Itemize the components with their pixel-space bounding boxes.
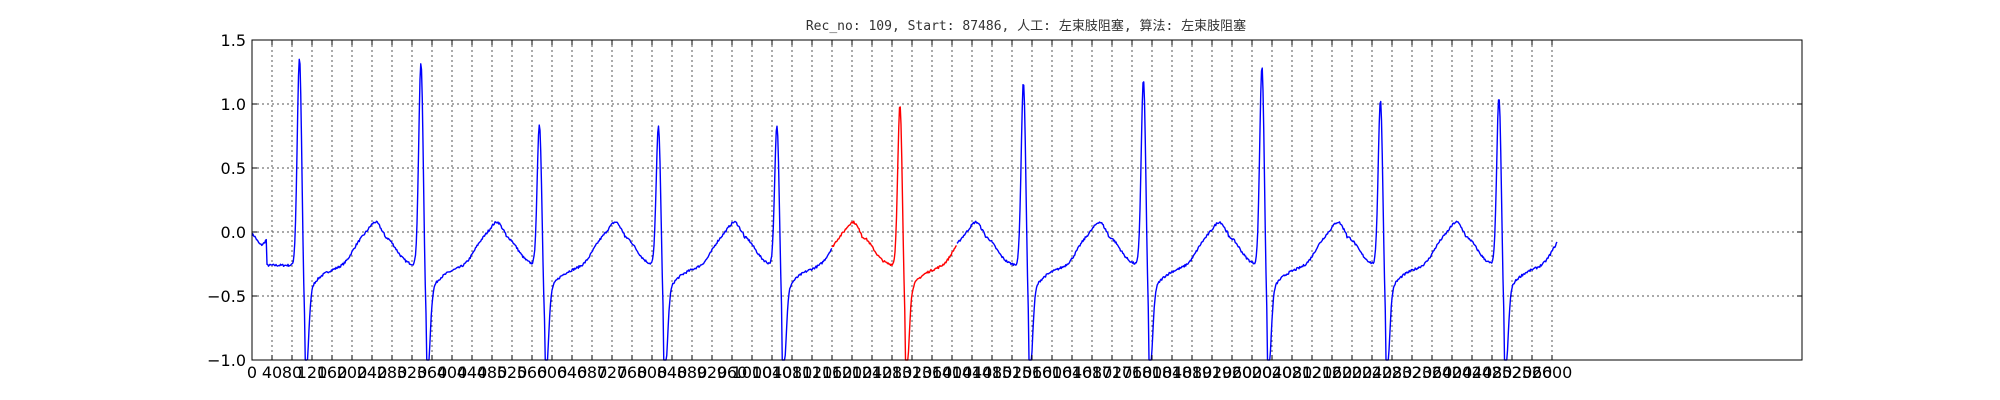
y-tick-label: 1.5 [221, 31, 246, 50]
x-tick-label: 1160 [812, 363, 853, 382]
x-tick-label: 280 [377, 363, 408, 382]
x-tick-label: 120 [297, 363, 328, 382]
x-tick-label: 840 [657, 363, 688, 382]
x-tick-label: 1400 [932, 363, 973, 382]
x-tick-label: 2600 [1532, 363, 1573, 382]
x-tick-label: 1640 [1052, 363, 1093, 382]
x-tick-label: 2560 [1512, 363, 1553, 382]
x-tick-label: 560 [517, 363, 548, 382]
x-tick-label: 2000 [1232, 363, 1273, 382]
axis-ticks: −1.0 −0.5 0.0 0.5 1.0 1.5 0 40 80120160200240280… [207, 31, 1802, 382]
y-tick-label: 1.0 [221, 95, 246, 114]
x-tick-label: 1040 [752, 363, 793, 382]
x-tick-label: 640 [557, 363, 588, 382]
x-tick-label: 1320 [892, 363, 933, 382]
x-tick-label: 1440 [952, 363, 993, 382]
ecg-segment-0 [251, 58, 833, 361]
y-tick-label: 0.5 [221, 159, 246, 178]
y-tick-label: −1.0 [207, 351, 246, 370]
x-tick-label: 2160 [1312, 363, 1353, 382]
x-tick-label: 40 [262, 363, 282, 382]
x-tick-label: 80 [282, 363, 302, 382]
ecg-segment-2 [956, 67, 1558, 361]
x-tick-label: 1240 [852, 363, 893, 382]
x-tick-label: 2440 [1452, 363, 1493, 382]
x-tick-label: 1520 [992, 363, 1033, 382]
x-tick-label: 400 [437, 363, 468, 382]
x-tick-label: 2120 [1292, 363, 1333, 382]
x-tick-label: 1480 [972, 363, 1013, 382]
x-tick-label: 1880 [1172, 363, 1213, 382]
x-tick-label: 2360 [1412, 363, 1453, 382]
x-tick-label: 1680 [1072, 363, 1113, 382]
x-tick-label: 240 [357, 363, 388, 382]
x-tick-label: 2320 [1392, 363, 1433, 382]
x-tick-label: 760 [617, 363, 648, 382]
y-tick-label: 0.0 [221, 223, 246, 242]
x-tick-label: 320 [397, 363, 428, 382]
plot-frame [251, 39, 1803, 361]
x-tick-label: 1200 [832, 363, 873, 382]
x-tick-label: 520 [497, 363, 528, 382]
x-tick-label: 2200 [1332, 363, 1373, 382]
x-tick-label: 800 [637, 363, 668, 382]
x-tick-label: 1920 [1192, 363, 1233, 382]
chart-title: Rec_no: 109, Start: 87486, 人工: 左束肢阻塞, 算法… [806, 18, 1246, 34]
x-tick-label: 200 [337, 363, 368, 382]
x-tick-label: 2400 [1432, 363, 1473, 382]
grid-layer [252, 40, 1802, 360]
x-tick-label: 680 [577, 363, 608, 382]
x-tick-label: 1760 [1112, 363, 1153, 382]
x-tick-label: 1960 [1212, 363, 1253, 382]
y-tick-label: −0.5 [207, 287, 246, 306]
x-tick-label: 960 [717, 363, 748, 382]
x-tick-label: 2080 [1272, 363, 1313, 382]
x-tick-label: 1720 [1092, 363, 1133, 382]
x-tick-label: 880 [677, 363, 708, 382]
x-tick-label: 1000 [732, 363, 773, 382]
x-tick-label: 360 [417, 363, 448, 382]
x-tick-label: 920 [697, 363, 728, 382]
ecg-segment-1 [831, 106, 958, 361]
x-tick-label: 2240 [1352, 363, 1393, 382]
x-tick-label: 440 [457, 363, 488, 382]
x-tick-label: 1080 [772, 363, 813, 382]
x-tick-label: 2280 [1372, 363, 1413, 382]
x-tick-label: 1560 [1012, 363, 1053, 382]
x-tick-label: 1280 [872, 363, 913, 382]
x-tick-label: 1120 [792, 363, 833, 382]
x-tick-label: 2520 [1492, 363, 1533, 382]
x-tick-label: 2040 [1252, 363, 1293, 382]
x-tick-label: 2480 [1472, 363, 1513, 382]
x-tick-label: 1840 [1152, 363, 1193, 382]
x-tick-label: 160 [317, 363, 348, 382]
x-tick-label: 1360 [912, 363, 953, 382]
x-tick-label: 0 [247, 363, 257, 382]
x-tick-label: 480 [477, 363, 508, 382]
x-tick-label: 1800 [1132, 363, 1173, 382]
x-tick-label: 600 [537, 363, 568, 382]
x-tick-label: 720 [597, 363, 628, 382]
ecg-trace-layer [251, 58, 1558, 361]
x-tick-label: 1600 [1032, 363, 1073, 382]
